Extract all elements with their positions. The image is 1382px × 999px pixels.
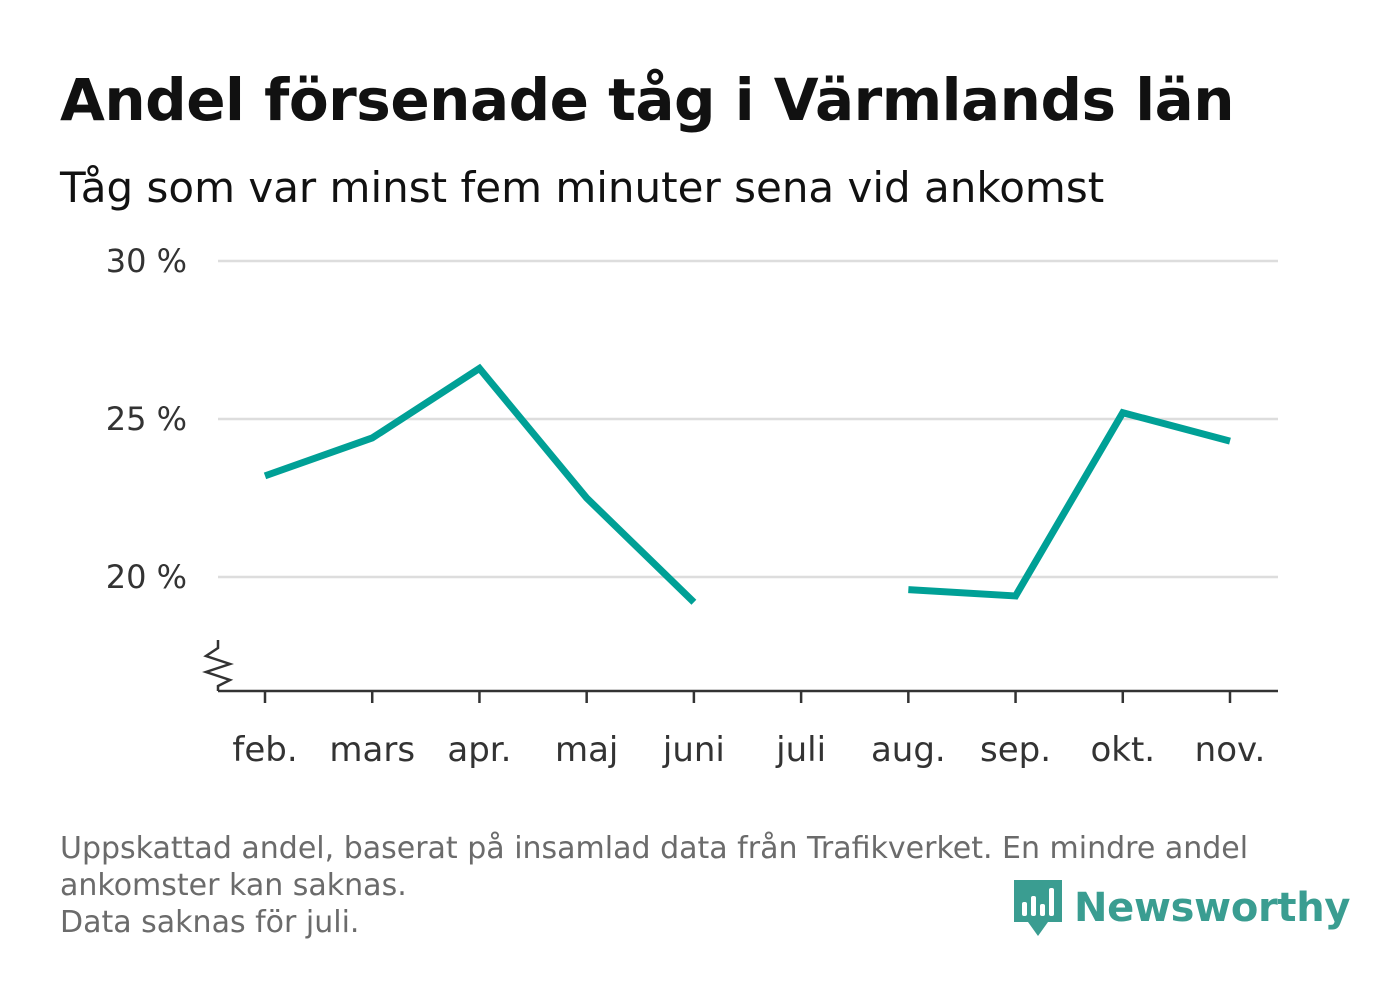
chart-title: Andel försenade tåg i Värmlands län <box>60 66 1235 134</box>
footnote-line-2: ankomster kan saknas. <box>60 868 407 903</box>
chart-subtitle: Tåg som var minst fem minuter sena vid a… <box>60 163 1105 212</box>
x-tick-label: maj <box>555 730 618 770</box>
x-tick-label: juni <box>662 730 725 770</box>
y-tick-label: 30 % <box>106 242 187 280</box>
x-tick-label: feb. <box>232 730 297 770</box>
x-tick-label: okt. <box>1090 730 1155 770</box>
y-tick-label: 25 % <box>106 400 187 438</box>
x-tick-label: mars <box>329 730 415 770</box>
newsworthy-logo-icon <box>1014 880 1062 936</box>
series-line <box>908 408 1231 600</box>
footnote-line-3: Data saknas för juli. <box>60 905 360 940</box>
footnote-line-1: Uppskattad andel, baserat på insamlad da… <box>60 831 1249 866</box>
x-tick-label: juli <box>775 730 826 770</box>
x-tick-label: apr. <box>447 730 511 770</box>
brand-name: Newsworthy <box>1074 885 1351 931</box>
series-line <box>263 363 697 605</box>
x-tick-label: nov. <box>1195 730 1266 770</box>
x-tick-label: aug. <box>871 730 946 770</box>
axis-break-icon <box>202 640 234 691</box>
x-tick-label: sep. <box>980 730 1051 770</box>
y-tick-label: 20 % <box>106 558 187 596</box>
brand-logo: Newsworthy <box>1012 878 1351 938</box>
footnote: Uppskattad andel, baserat på insamlad da… <box>60 830 1320 941</box>
